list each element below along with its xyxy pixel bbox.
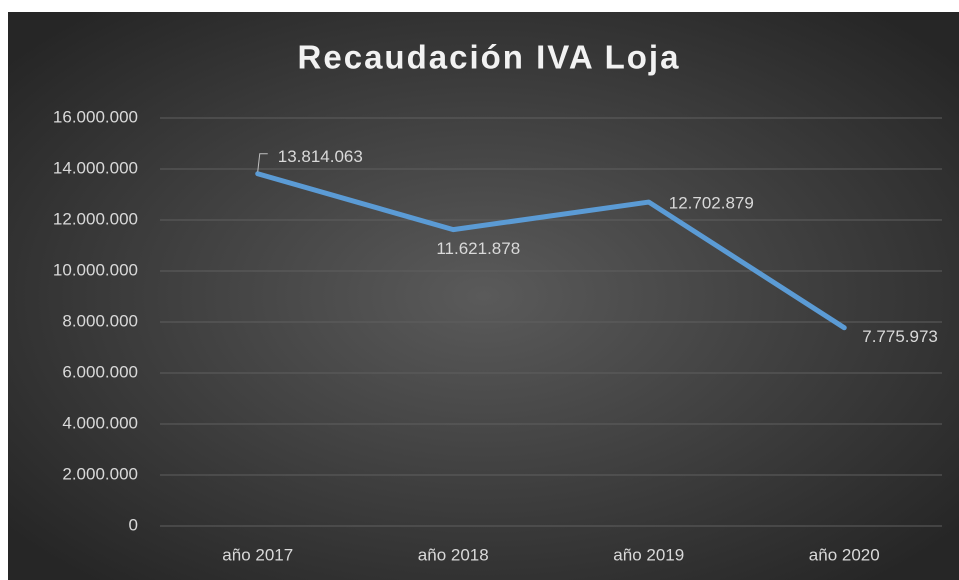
y-tick-label: 14.000.000 [53, 158, 138, 177]
data-line [255, 171, 847, 331]
y-tick-label: 10.000.000 [53, 260, 138, 279]
data-label: 13.814.063 [278, 147, 363, 166]
x-tick-label: año 2017 [222, 545, 293, 564]
y-tick-label: 12.000.000 [53, 209, 138, 228]
y-tick-label: 0 [129, 515, 138, 534]
y-tick-label: 2.000.000 [62, 464, 138, 483]
leader-line [257, 153, 268, 172]
chart-background [8, 12, 959, 580]
y-tick-label: 6.000.000 [62, 362, 138, 381]
chart-title: Recaudación IVA Loja [298, 39, 681, 76]
data-label: 11.621.878 [436, 239, 520, 258]
y-tick-label: 8.000.000 [62, 311, 138, 330]
y-tick-label: 4.000.000 [62, 413, 138, 432]
x-tick-label: año 2020 [809, 545, 880, 564]
y-tick-label: 16.000.000 [53, 107, 138, 126]
x-tick-label: año 2018 [418, 545, 489, 564]
data-label: 12.702.879 [669, 194, 754, 213]
x-tick-label: año 2019 [613, 545, 684, 564]
data-label: 7.775.973 [862, 327, 938, 346]
